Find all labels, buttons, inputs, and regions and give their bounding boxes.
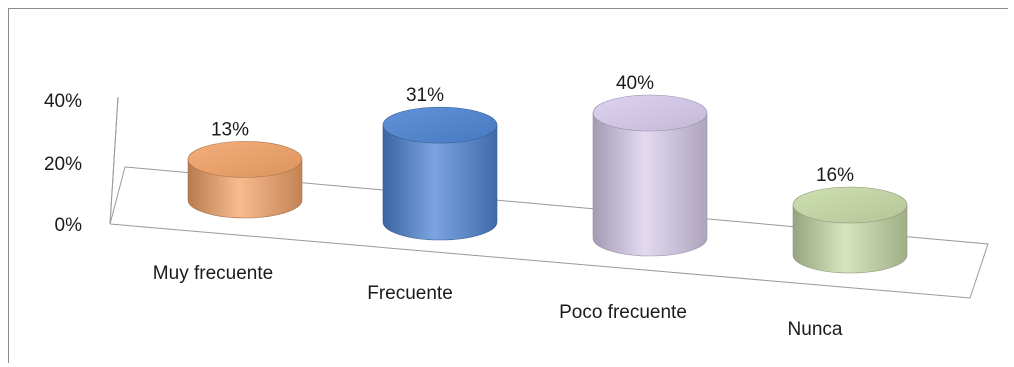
bar-top	[187, 141, 303, 178]
bar	[792, 186, 908, 274]
data-label: 40%	[616, 73, 654, 94]
data-labels: 13% 31% 40% 16%	[211, 73, 854, 186]
y-axis-ticks: 0% 20% 40%	[44, 91, 82, 236]
data-label: 13%	[211, 119, 249, 140]
y-tick-label: 40%	[44, 91, 82, 112]
bar-body	[592, 112, 708, 257]
bar-top	[382, 106, 498, 144]
bar	[382, 106, 498, 241]
category-label: Nunca	[788, 319, 843, 340]
data-label: 16%	[816, 165, 854, 186]
category-label: Frecuente	[367, 283, 453, 304]
category-labels: Muy frecuente Frecuente Poco frecuente Nunc…	[153, 263, 843, 340]
category-label: Poco frecuente	[559, 302, 687, 323]
data-label: 31%	[406, 85, 444, 106]
bar-top	[592, 94, 708, 132]
category-label: Muy frecuente	[153, 263, 273, 284]
y-tick-label: 0%	[55, 215, 83, 236]
chart-frame	[8, 8, 1008, 363]
chart-floor	[109, 96, 989, 299]
y-tick-label: 20%	[44, 154, 82, 175]
bar-top	[792, 186, 908, 224]
bar	[187, 141, 303, 219]
bar-body	[792, 204, 908, 274]
bars	[187, 94, 908, 274]
bar	[592, 94, 708, 257]
bar-body	[382, 124, 498, 241]
